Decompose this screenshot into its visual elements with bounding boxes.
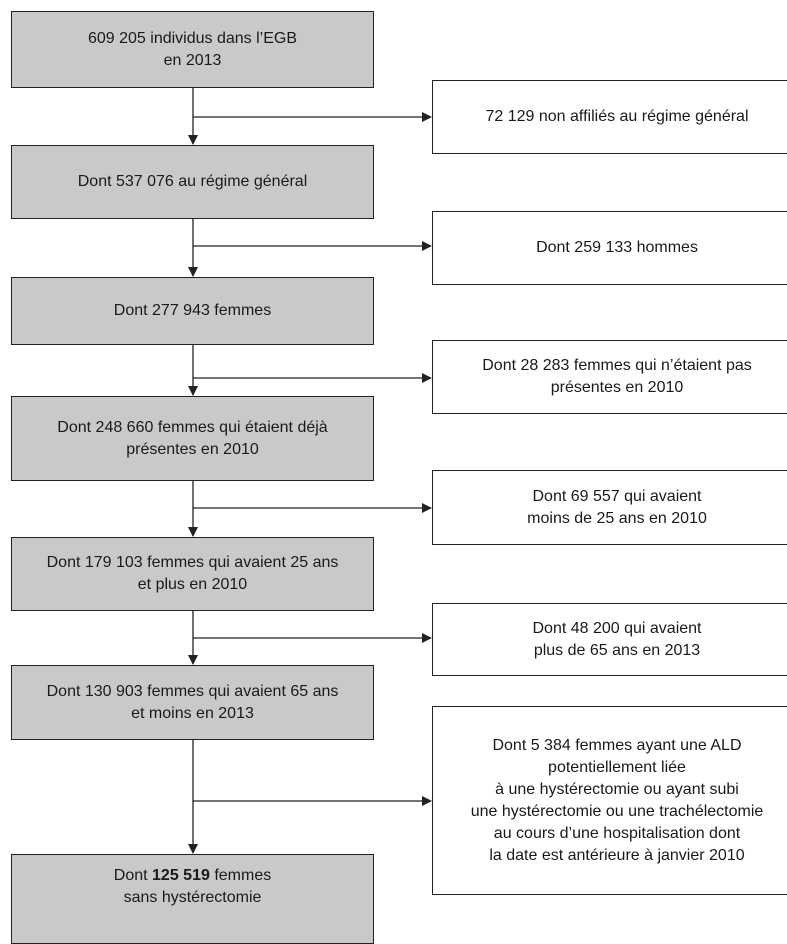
main-box-femmes: Dont 277 943 femmes [11, 277, 374, 345]
final-count-text: Dont 125 519 femmes sans hystérectomie [113, 867, 272, 906]
main-box-presentes-2010: Dont 248 660 femmes qui étaient déjà pré… [11, 396, 374, 481]
main-box-sans-hysterectomie: Dont 125 519 femmes sans hystérectomie [11, 854, 374, 944]
main-box-individus-2013: 609 205 individus dans l’EGB en 2013 [11, 11, 374, 88]
connector-arrows [188, 88, 432, 854]
side-box-non-presentes-2010: Dont 28 283 femmes qui n’étaient pas pré… [432, 340, 787, 414]
side-box-hommes: Dont 259 133 hommes [432, 211, 787, 285]
side-box-non-affilies: 72 129 non affiliés au régime général [432, 80, 787, 154]
final-count-bold: 125 519 [152, 867, 210, 884]
main-box-65-ans-et-moins: Dont 130 903 femmes qui avaient 65 ans e… [11, 665, 374, 740]
main-box-25-ans-et-plus: Dont 179 103 femmes qui avaient 25 ans e… [11, 537, 374, 611]
side-box-plus-65-ans: Dont 48 200 qui avaient plus de 65 ans e… [432, 603, 787, 676]
side-box-ald-hysterectomie: Dont 5 384 femmes ayant une ALD potentie… [432, 706, 787, 895]
main-box-regime-general: Dont 537 076 au régime général [11, 145, 374, 219]
side-box-moins-25-ans: Dont 69 557 qui avaient moins de 25 ans … [432, 470, 787, 545]
